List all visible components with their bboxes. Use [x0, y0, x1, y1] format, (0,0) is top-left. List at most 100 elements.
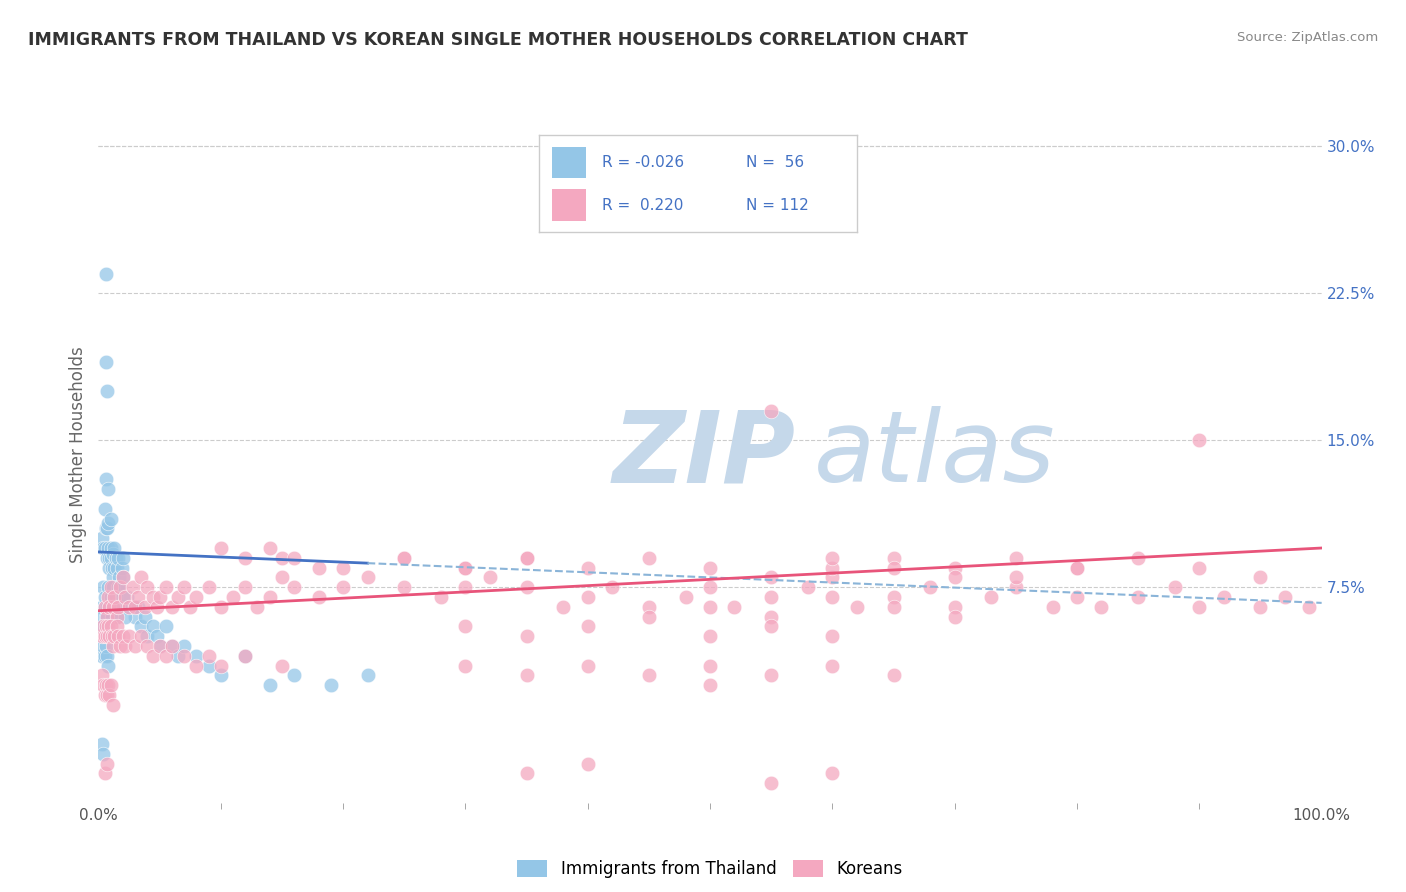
Point	[118, 599, 141, 614]
Point	[91, 639, 114, 653]
Text: ZIP: ZIP	[612, 407, 796, 503]
Point	[356, 570, 378, 584]
Point	[576, 560, 599, 574]
Point	[94, 472, 117, 486]
Text: N =  56: N = 56	[745, 154, 804, 169]
Point	[270, 658, 294, 673]
Point	[576, 619, 599, 633]
Point	[246, 599, 269, 614]
Point	[104, 590, 127, 604]
Text: Source: ZipAtlas.com: Source: ZipAtlas.com	[1237, 31, 1378, 45]
Point	[110, 580, 132, 594]
Point	[943, 570, 966, 584]
Point	[761, 609, 783, 624]
Point	[94, 619, 117, 633]
Point	[943, 599, 966, 614]
Point	[209, 541, 232, 555]
Point	[98, 688, 121, 702]
Point	[98, 550, 121, 565]
Point	[1066, 560, 1088, 574]
Point	[111, 570, 134, 584]
Point	[723, 599, 745, 614]
Point	[197, 580, 219, 594]
Point	[920, 580, 942, 594]
Point	[101, 629, 124, 643]
Point	[98, 599, 121, 614]
Point	[980, 590, 1002, 604]
Point	[167, 648, 190, 663]
Point	[699, 658, 721, 673]
Text: atlas: atlas	[814, 407, 1056, 503]
Point	[1004, 570, 1026, 584]
Point	[96, 521, 118, 535]
Point	[259, 678, 281, 692]
Point	[699, 629, 721, 643]
Point	[136, 639, 159, 653]
Point	[761, 668, 783, 682]
Point	[94, 267, 117, 281]
Point	[515, 766, 537, 780]
Point	[121, 599, 143, 614]
Bar	[551, 146, 586, 178]
Point	[883, 590, 905, 604]
Point	[97, 482, 120, 496]
Point	[308, 590, 330, 604]
Point	[283, 668, 305, 682]
Point	[96, 688, 118, 702]
Point	[1298, 599, 1320, 614]
Point	[110, 639, 132, 653]
Point	[105, 560, 128, 574]
Point	[761, 404, 783, 418]
Point	[675, 590, 697, 604]
Text: IMMIGRANTS FROM THAILAND VS KOREAN SINGLE MOTHER HOUSEHOLDS CORRELATION CHART: IMMIGRANTS FROM THAILAND VS KOREAN SINGL…	[28, 31, 967, 49]
Point	[233, 648, 256, 663]
Point	[155, 648, 177, 663]
Point	[101, 609, 124, 624]
Point	[121, 580, 143, 594]
Point	[283, 550, 305, 565]
Point	[1004, 550, 1026, 565]
Point	[103, 541, 125, 555]
Point	[91, 599, 114, 614]
Point	[110, 580, 132, 594]
Point	[98, 629, 121, 643]
Point	[114, 599, 136, 614]
Point	[100, 541, 122, 555]
Point	[699, 599, 721, 614]
Point	[94, 609, 117, 624]
Point	[821, 590, 844, 604]
Legend: Immigrants from Thailand, Koreans: Immigrants from Thailand, Koreans	[510, 854, 910, 885]
Point	[93, 599, 115, 614]
Point	[111, 629, 134, 643]
Point	[332, 560, 354, 574]
Point	[576, 756, 599, 771]
Point	[943, 609, 966, 624]
Point	[1128, 590, 1150, 604]
Point	[91, 668, 114, 682]
Point	[93, 590, 115, 604]
Point	[103, 560, 125, 574]
Point	[821, 560, 844, 574]
Point	[160, 639, 183, 653]
Point	[179, 599, 201, 614]
Point	[1066, 560, 1088, 574]
Point	[100, 619, 122, 633]
Point	[173, 648, 195, 663]
Point	[883, 599, 905, 614]
Point	[1164, 580, 1187, 594]
Point	[96, 609, 118, 624]
Point	[160, 639, 183, 653]
Point	[699, 560, 721, 574]
Point	[515, 629, 537, 643]
Point	[332, 580, 354, 594]
Point	[107, 580, 129, 594]
Point	[97, 590, 120, 604]
Point	[134, 599, 156, 614]
Point	[761, 590, 783, 604]
Point	[100, 511, 122, 525]
Point	[100, 550, 122, 565]
Point	[186, 658, 208, 673]
Point	[93, 766, 115, 780]
Point	[111, 560, 134, 574]
Point	[118, 629, 141, 643]
